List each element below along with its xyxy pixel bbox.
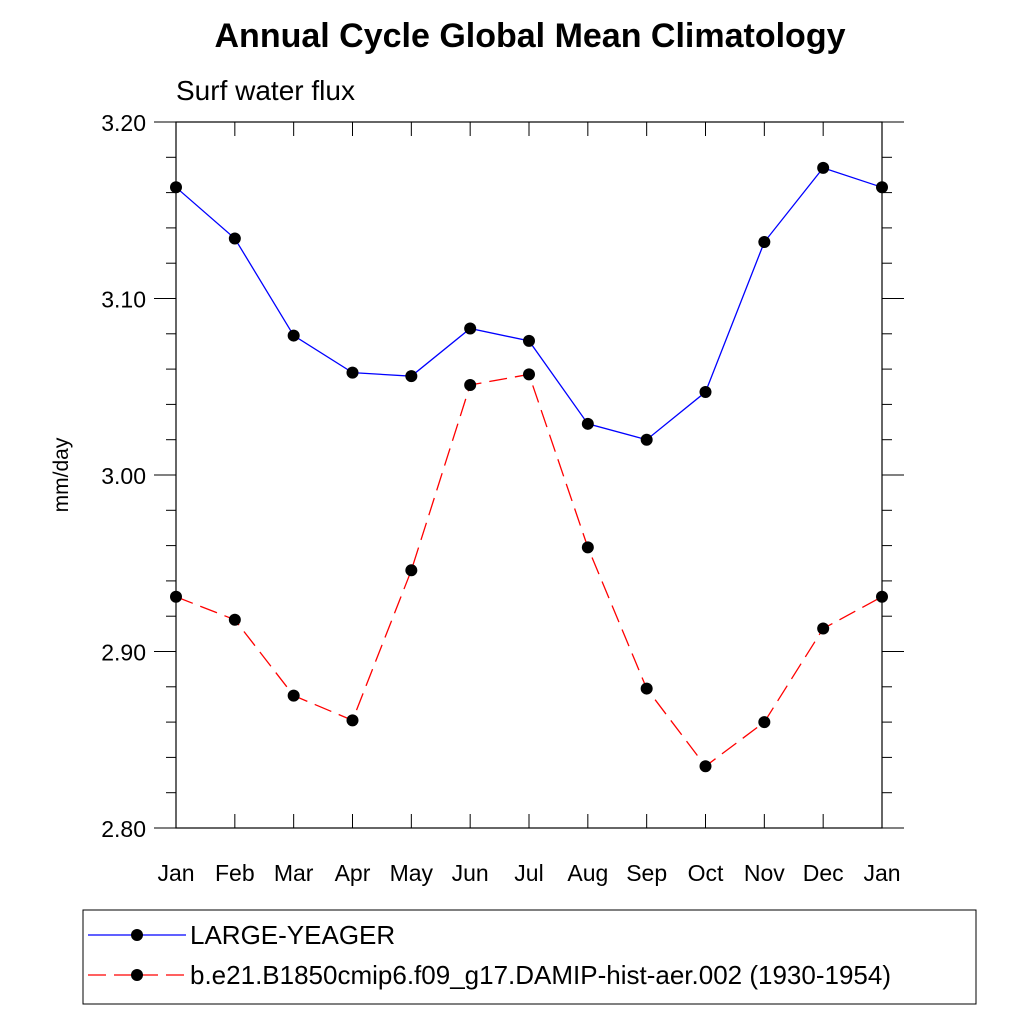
x-tick-label: Jan [157,860,194,886]
series-2-point [876,590,888,603]
x-tick-label: Dec [803,860,844,886]
series-layer [170,161,888,773]
series-1-point [287,329,300,342]
y-tick-label: 3.10 [101,287,146,313]
series-2-point [758,716,771,729]
x-tick-label: Mar [274,860,314,886]
series-2-point [170,590,182,603]
series-1-point [170,181,182,194]
series-2-point [405,564,418,577]
x-tick-label: Sep [626,860,667,886]
x-tick-label: Nov [744,860,785,886]
series-1-point [640,433,653,446]
series-2-point [581,541,594,554]
series-2-point [464,378,477,391]
series-1-point [699,386,712,399]
chart-subtitle: Surf water flux [176,75,355,106]
legend-swatch-marker [131,969,143,981]
series-1-point [405,370,418,383]
legend: LARGE-YEAGER b.e21.B1850cmip6.f09_g17.DAM… [88,920,891,990]
series-2-point [640,682,653,695]
series-line-1 [175,167,883,441]
series-2-point [817,622,830,635]
chart-title: Annual Cycle Global Mean Climatology [215,17,846,55]
x-tick-label: May [390,860,434,886]
series-1-point [581,417,594,430]
axis-ticks: Jan Feb Mar Apr May Jun Jul Aug Sep Oct Nov Dec Jan 2… [101,110,904,886]
series-2-point [699,760,712,773]
x-tick-label: Oct [688,860,724,886]
legend-label: LARGE-YEAGER [190,920,395,950]
series-1-point [876,181,888,194]
y-tick-label: 3.20 [101,110,146,136]
x-tick-label: Aug [567,860,608,886]
series-1-point [817,161,830,174]
series-1-point [228,232,241,245]
x-tick-label: Jan [863,860,900,886]
legend-swatch-marker [131,929,143,941]
series-1-point [346,366,359,379]
y-tick-label: 3.00 [101,463,146,489]
series-2-point [287,689,300,702]
series-2-point [228,613,241,626]
x-tick-label: Feb [215,860,255,886]
series-2-point [346,714,359,727]
series-1-point [523,334,535,347]
y-tick-label: 2.90 [101,640,146,666]
y-axis-label: mm/day [50,437,73,512]
y-tick-label: 2.80 [101,816,146,842]
series-line-2 [175,373,883,768]
legend-box [82,909,977,1005]
series-1-point [464,322,477,335]
x-tick-label: Apr [335,860,371,886]
x-tick-label: Jun [452,860,489,886]
series-1-point [758,236,771,249]
x-tick-label: Jul [514,860,543,886]
series-2-point [523,368,535,381]
legend-label: b.e21.B1850cmip6.f09_g17.DAMIP-hist-aer.… [190,960,891,990]
